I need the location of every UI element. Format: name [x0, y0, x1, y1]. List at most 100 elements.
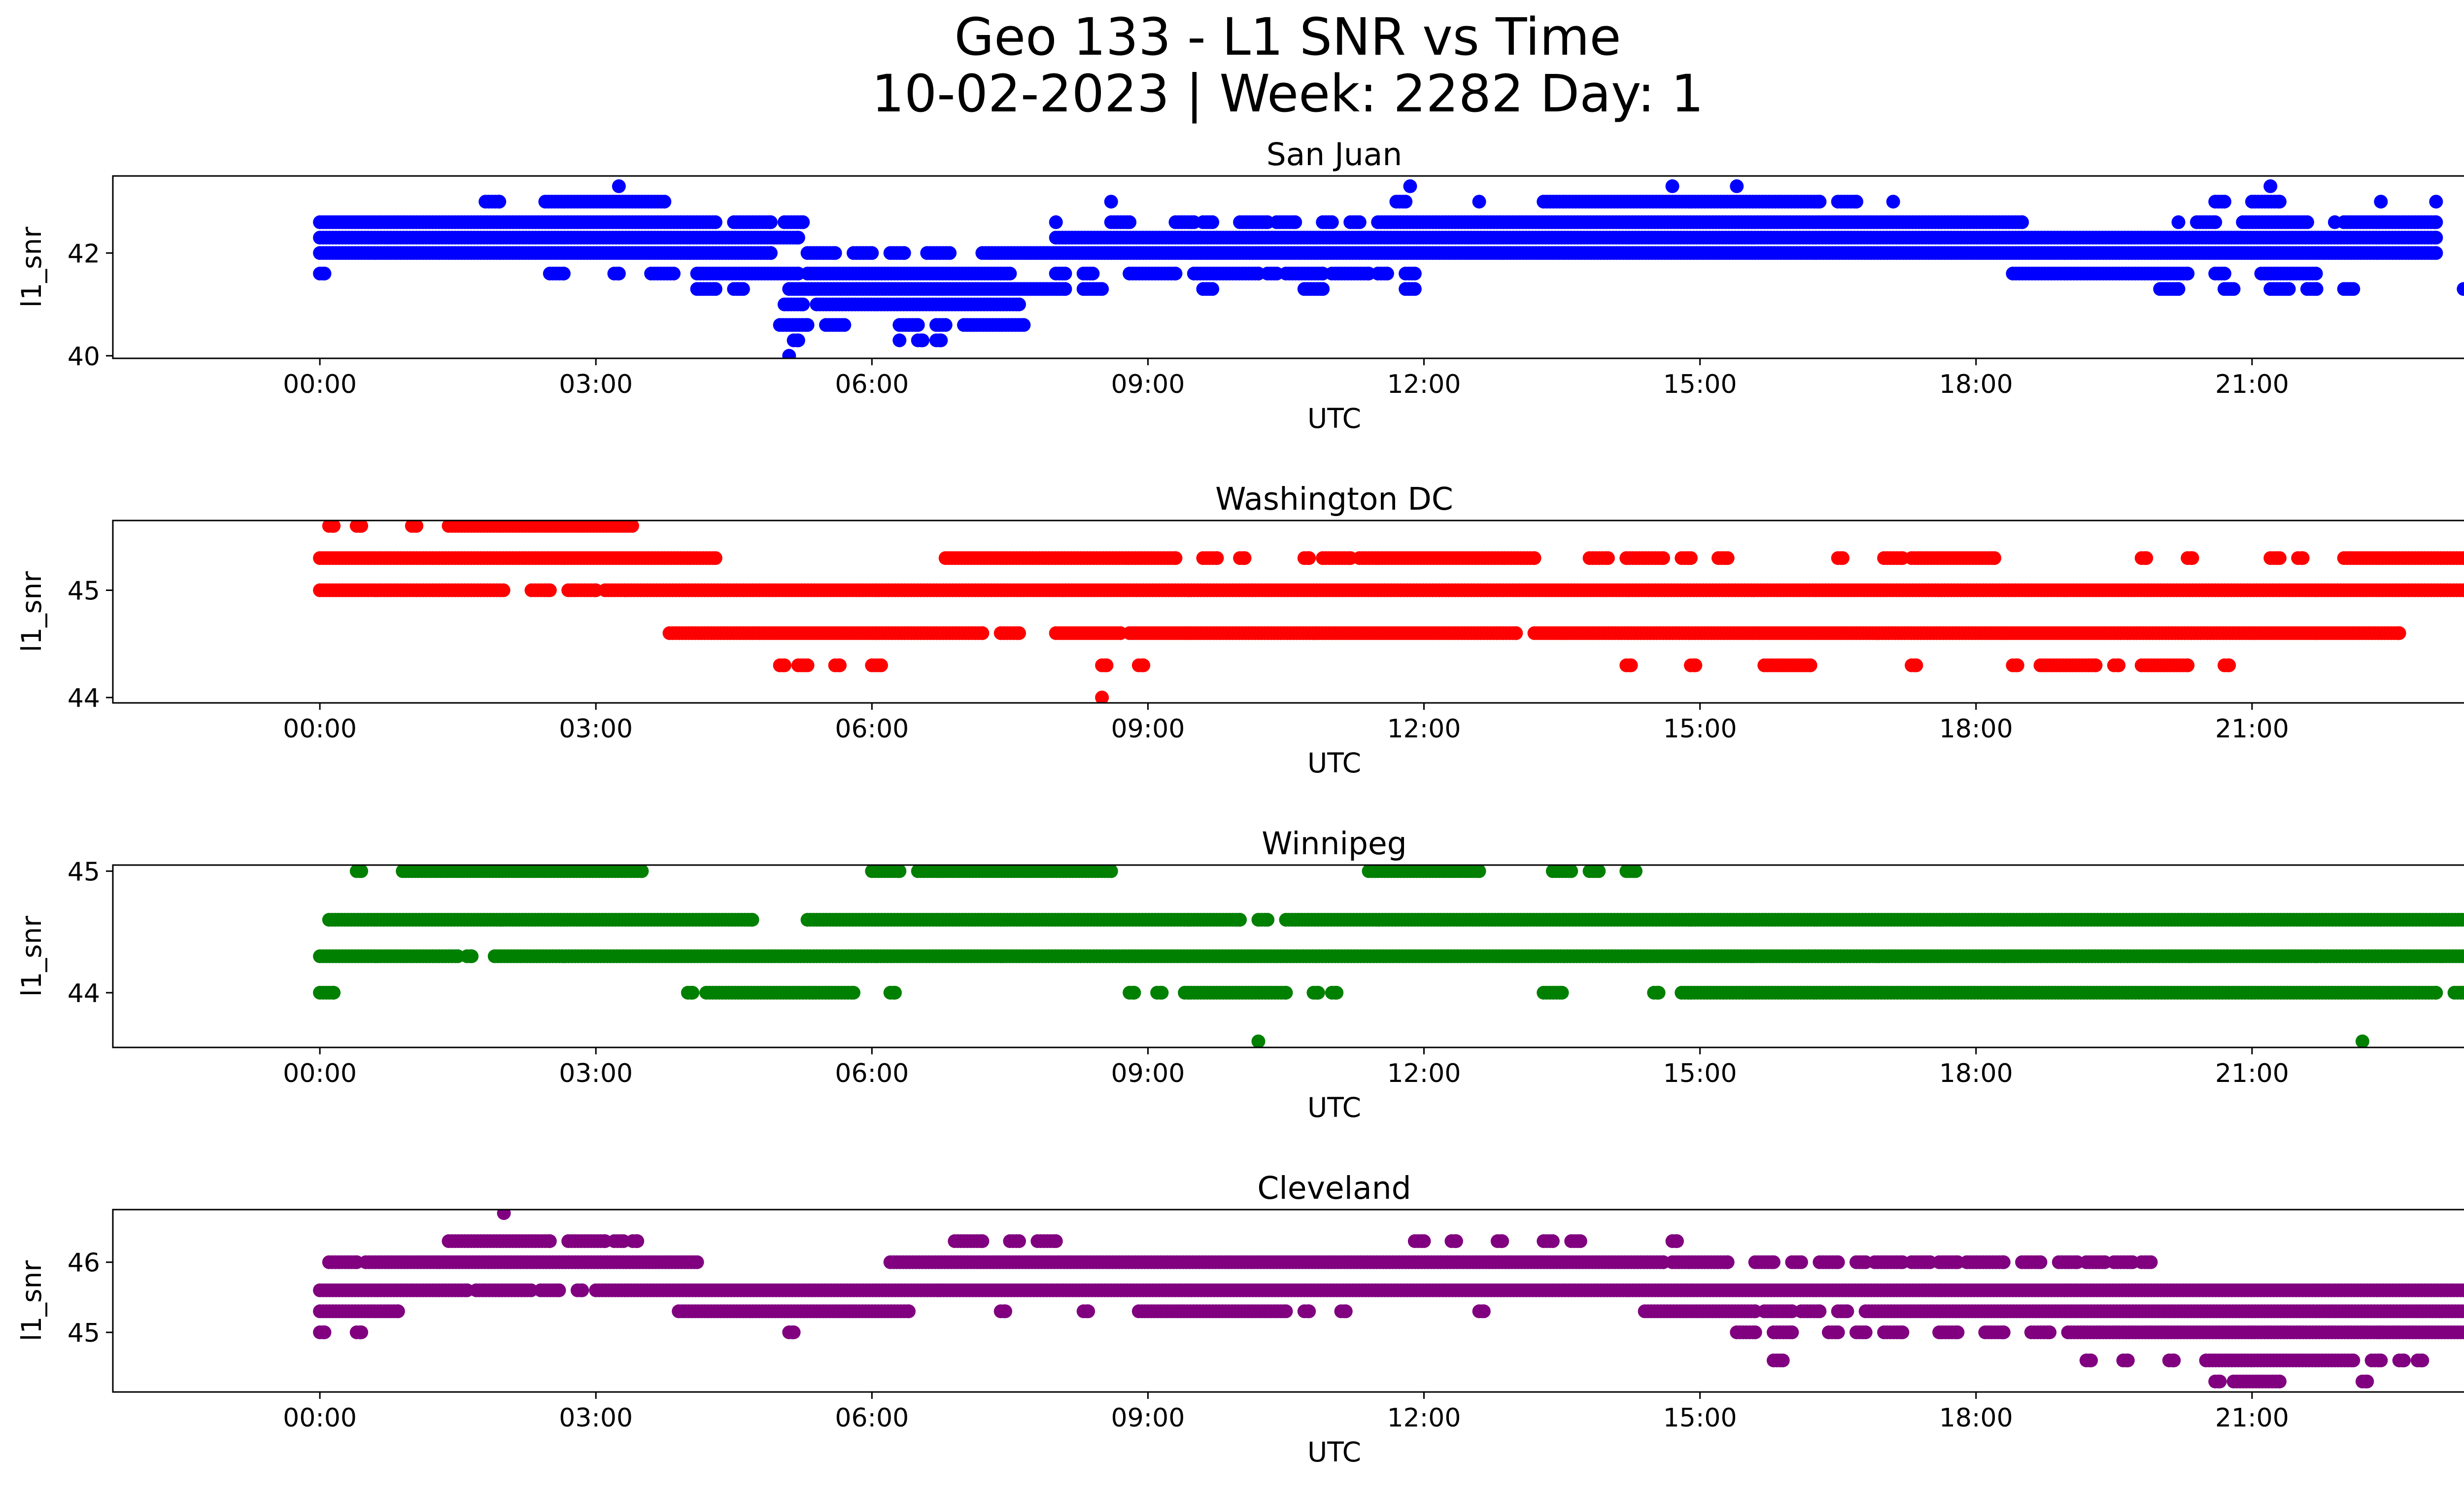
- data-point: [1261, 913, 1275, 927]
- data-point: [327, 521, 341, 533]
- data-point: [2463, 586, 2464, 594]
- data-point: [1104, 195, 1118, 209]
- data-point: [1886, 195, 1900, 209]
- data-point: [1003, 267, 1017, 280]
- data-point: [2309, 282, 2324, 296]
- data-point: [612, 179, 626, 193]
- subplot-title: Washington DC: [1215, 481, 1453, 517]
- data-point: [2272, 551, 2287, 565]
- data-point: [1210, 551, 1224, 565]
- data-point: [1656, 551, 1670, 565]
- data-point: [2263, 179, 2278, 193]
- y-tick-label: 44: [68, 684, 100, 713]
- data-point: [800, 318, 815, 332]
- data-point: [1168, 267, 1183, 280]
- data-point: [1601, 551, 1615, 565]
- data-point: [892, 865, 907, 878]
- data-point: [2088, 658, 2103, 672]
- data-point: [777, 658, 791, 672]
- data-point: [1380, 267, 1394, 280]
- data-point: [1099, 658, 1114, 672]
- x-tick-label: 18:00: [1939, 714, 2013, 744]
- data-point: [1325, 215, 1339, 229]
- data-point: [410, 521, 424, 533]
- data-point: [2208, 215, 2223, 229]
- data-point: [1730, 179, 1744, 193]
- data-point: [2346, 282, 2361, 296]
- data-point: [1403, 179, 1417, 193]
- data-point: [2226, 282, 2241, 296]
- data-point: [1049, 215, 1063, 229]
- data-point: [796, 297, 810, 312]
- data-point: [892, 333, 907, 348]
- data-point: [1168, 551, 1183, 565]
- data-point: [2015, 215, 2029, 229]
- data-point: [2309, 267, 2323, 280]
- data-point: [2217, 267, 2231, 280]
- data-point: [492, 195, 507, 209]
- data-point: [1205, 282, 1220, 296]
- x-tick-label: 12:00: [1387, 714, 1461, 744]
- data-point: [2217, 195, 2231, 209]
- data-point: [354, 865, 369, 878]
- data-point: [1564, 865, 1578, 878]
- data-point: [938, 318, 953, 332]
- data-point: [1233, 913, 1247, 927]
- x-tick-label: 09:00: [1111, 714, 1185, 744]
- data-point: [874, 658, 888, 672]
- data-point: [1012, 297, 1026, 312]
- data-point: [1472, 865, 1486, 878]
- data-point: [708, 215, 722, 229]
- data-point: [1592, 865, 1606, 878]
- data-point: [1684, 551, 1698, 565]
- y-tick-label: 42: [68, 239, 100, 269]
- scatter-points: [313, 865, 2464, 1047]
- data-point: [1288, 215, 1302, 229]
- data-point: [317, 267, 332, 280]
- data-point: [2185, 551, 2199, 565]
- axes-frame: [112, 175, 2464, 359]
- scatter-points: [313, 521, 2464, 703]
- data-point: [1803, 658, 1817, 672]
- x-axis-label: UTC: [1307, 403, 1361, 434]
- data-point: [763, 215, 778, 229]
- data-point: [2181, 658, 2195, 672]
- data-point: [1302, 551, 1316, 565]
- x-tick-label: 06:00: [835, 714, 909, 744]
- data-point: [736, 282, 750, 296]
- data-point: [837, 318, 852, 332]
- subplot-title: San Juan: [1266, 137, 1403, 173]
- data-point: [543, 583, 557, 597]
- x-axis-label: UTC: [1307, 747, 1361, 779]
- scatter-points: [313, 179, 2464, 358]
- x-tick-label: 12:00: [1387, 370, 1461, 399]
- data-point: [1849, 195, 1863, 209]
- data-point: [612, 267, 626, 280]
- y-axis-label: l1_snr: [16, 227, 47, 308]
- figure-title-line2: 10-02-2023 | Week: 2282 Day: 1: [872, 64, 1704, 124]
- data-point: [975, 626, 990, 640]
- data-point: [556, 267, 571, 280]
- data-point: [1058, 267, 1072, 280]
- x-tick-label: 00:00: [283, 370, 357, 399]
- data-point: [1205, 215, 1220, 229]
- data-point: [1352, 215, 1367, 229]
- data-point: [833, 658, 847, 672]
- data-point: [2459, 584, 2464, 597]
- subplot-title: Winnipeg: [1262, 826, 1407, 862]
- data-point: [745, 913, 759, 927]
- data-point: [635, 865, 649, 878]
- data-point: [708, 282, 722, 296]
- data-point: [791, 231, 805, 245]
- figure-title-line1: Geo 133 - L1 SNR vs Time: [954, 7, 1621, 67]
- data-point: [1509, 626, 1523, 640]
- data-point: [1987, 551, 2002, 565]
- data-point: [2171, 282, 2186, 296]
- data-point: [2429, 231, 2443, 245]
- data-point: [667, 267, 681, 280]
- data-point: [1095, 691, 1109, 703]
- data-point: [791, 333, 805, 348]
- data-point: [865, 246, 879, 260]
